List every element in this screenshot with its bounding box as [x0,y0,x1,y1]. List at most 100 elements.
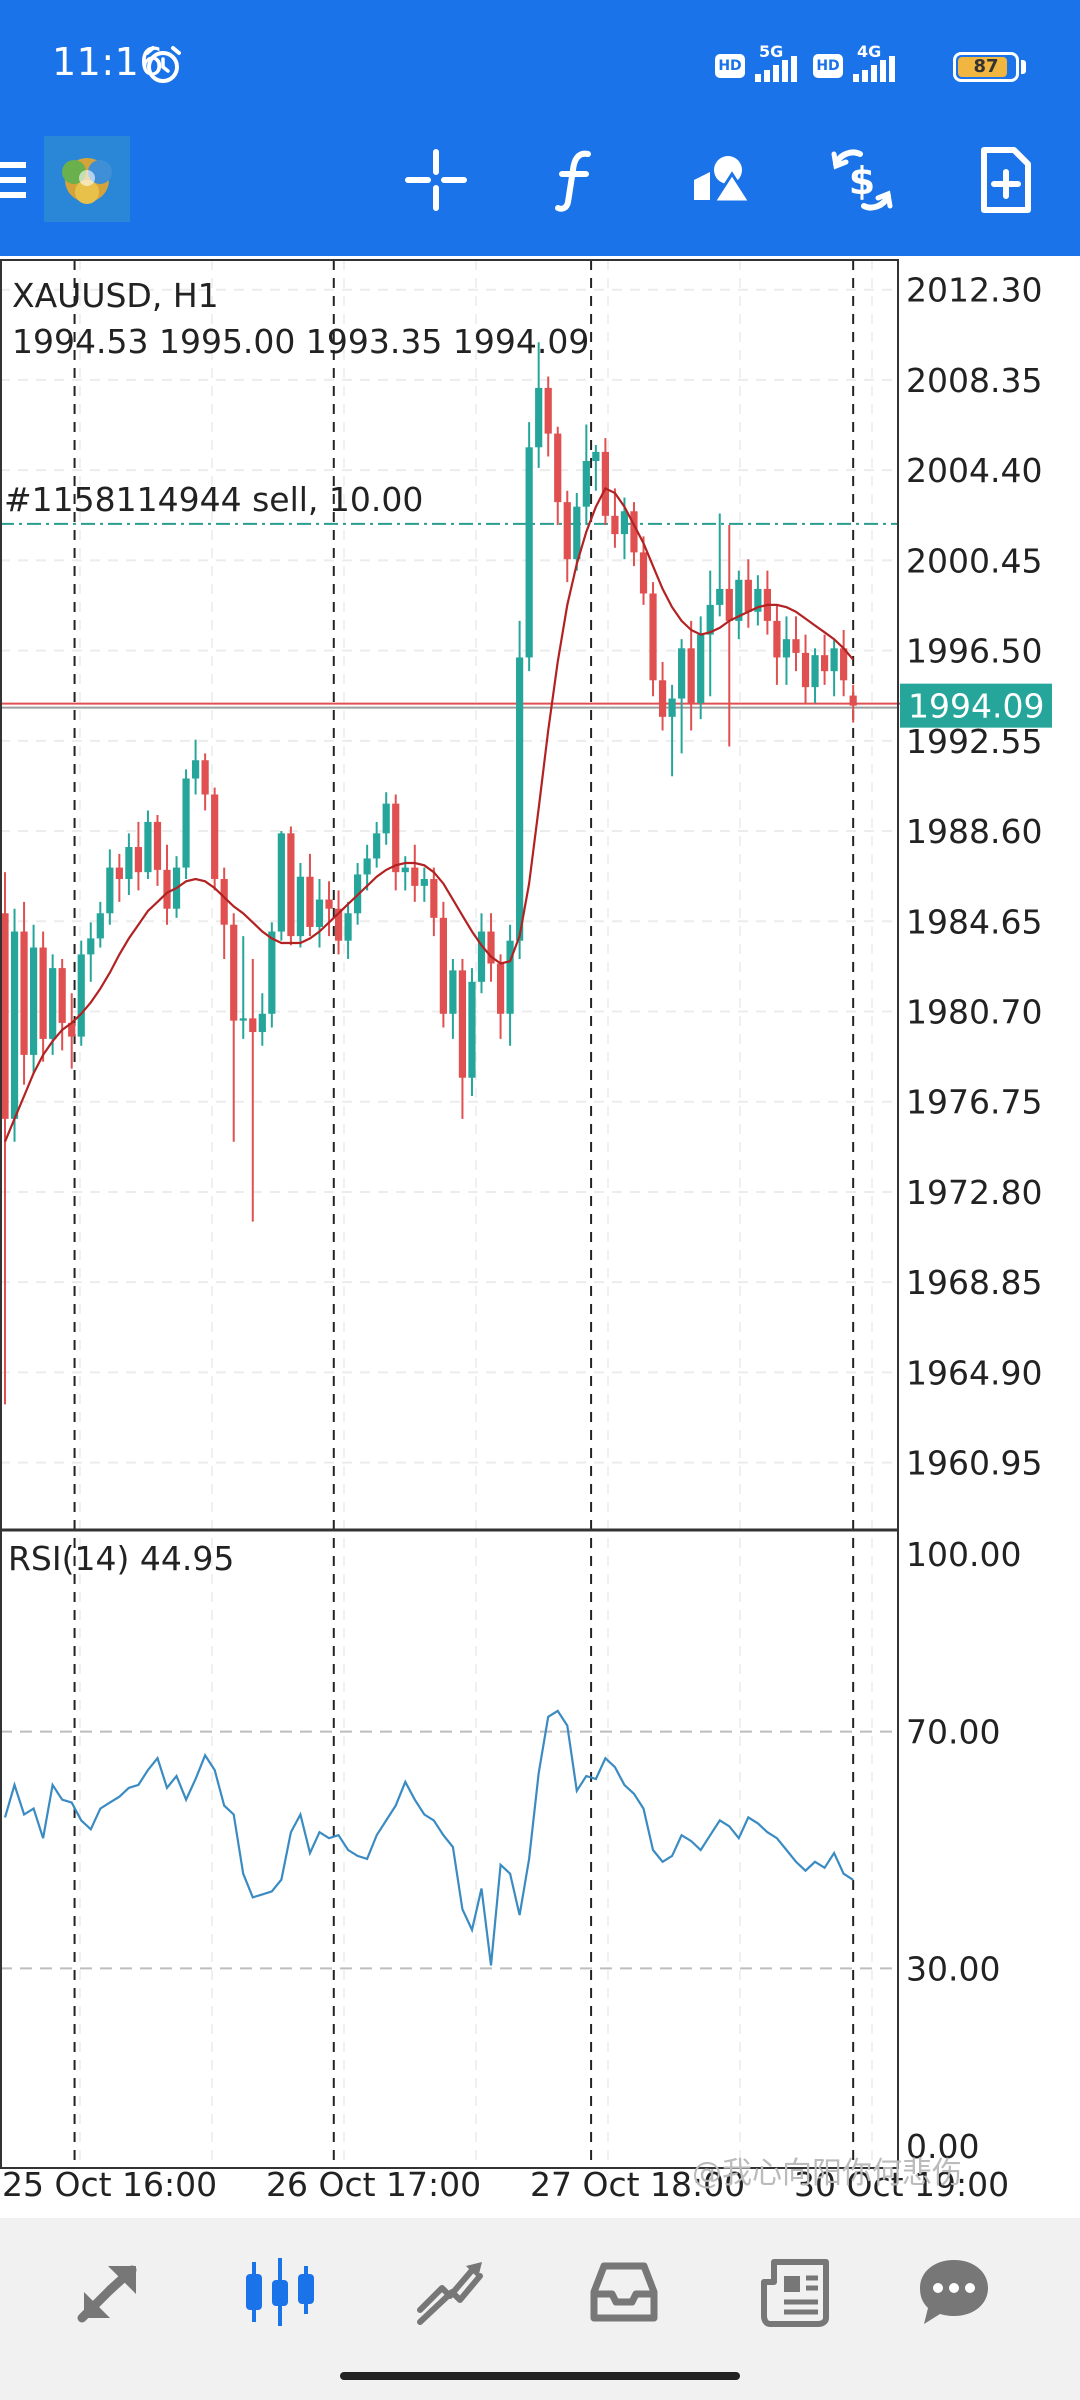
current-price-label: 1994.09 [908,687,1044,726]
rsi-line [3,1709,854,1966]
candle-body [144,821,152,873]
crosshair-icon[interactable] [396,140,476,220]
candle-body [373,833,381,859]
trade-icon[interactable] [412,2252,492,2332]
candle-body [58,968,66,1023]
price-lines [0,522,1010,709]
candle-body [449,970,457,1014]
rsi-line [3,1709,854,1966]
plot-border [0,259,899,2169]
candle-body [639,552,648,594]
price-tick-label: 2008.35 [906,361,1042,400]
chat-icon[interactable] [914,2252,994,2332]
candle-body [678,648,686,699]
candle-body [620,511,629,535]
candle-body [344,913,352,941]
price-tick-label: 1996.50 [906,632,1042,671]
candle-body [554,433,562,503]
candle-body [87,938,95,955]
candle-body [735,579,743,621]
candle-body [96,913,104,939]
candle-body [153,821,162,870]
candle-body [249,1018,257,1033]
new-order-icon[interactable] [966,140,1046,220]
candle-body [115,867,123,880]
chart-icon[interactable] [240,2252,320,2332]
candle-body [192,760,200,779]
network-4g-label: 4G [857,42,882,61]
hd-badge-2: HD [813,54,843,78]
candle-body [744,579,752,612]
candle-body [592,451,600,462]
chart-area[interactable]: 2012.30 2008.35 2004.40 2000.45 1996.50 1992.… [0,256,1080,2218]
app-logo-icon[interactable] [44,136,130,222]
candle-body [782,639,791,658]
price-tick-label: 1964.90 [906,1353,1042,1392]
candle-body [611,515,619,535]
candle-body [811,655,819,688]
candle-body [1,913,9,1119]
candle-body [420,879,428,886]
candle-body [487,931,495,964]
candle-body [211,794,219,880]
home-indicator[interactable] [340,2372,740,2380]
indicators-icon[interactable] [538,140,618,220]
candle-body [134,847,143,873]
price-tick-label: 1988.60 [906,812,1042,851]
battery-fill [958,57,1007,77]
hd-badge: HD [715,54,745,78]
price-tick-label: 2012.30 [906,271,1042,310]
candle-body [573,506,581,560]
candle-body [525,447,533,658]
candle-body [268,931,276,1014]
price-tick-label: 1968.85 [906,1263,1042,1302]
candle-body [220,879,228,925]
candle-body [306,876,314,927]
candle-body [106,867,114,914]
candle-body [544,387,552,434]
network-5g-label: 5G [759,42,784,61]
candle-body [29,947,38,1055]
candle-body [182,778,190,868]
rsi-label: RSI(14) 44.95 [8,1539,235,1578]
candle-body [840,648,848,681]
candle-body [820,655,829,672]
symbol-dollar-icon[interactable]: $ [822,140,902,220]
candle-body [10,931,19,1119]
candle-body [258,1013,266,1033]
history-icon[interactable] [584,2252,664,2332]
candle-body [849,695,857,706]
candle-body [725,588,733,621]
candle-body [754,588,762,612]
objects-icon[interactable] [680,140,760,220]
menu-icon[interactable] [0,140,30,220]
candle-body [125,847,133,880]
candle-body [535,387,543,448]
candle-body [439,917,447,1014]
bottom-nav [0,2218,1080,2400]
candle-body [20,931,28,1055]
chart-svg[interactable]: 2012.30 2008.35 2004.40 2000.45 1996.50 1992.… [0,256,1080,2218]
rsi-tick-label: 0.00 [906,2127,979,2166]
candle-body [601,451,609,516]
ohlc-values: 1994.53 1995.00 1993.35 1994.09 [12,322,590,361]
candle-body [77,954,85,1037]
price-tick-label: 1984.65 [906,902,1042,941]
candles [1,342,857,1405]
candle-body [716,588,724,605]
price-tick-label: 1980.70 [906,992,1042,1031]
candle-body [458,970,467,1078]
candle-body [830,648,838,672]
time-axis-label: 27 Oct 18:00 [530,2165,745,2204]
candle-body [230,924,238,1021]
top-bar: 11:16 HD 5G HD 4G 87 [0,0,1080,256]
candle-body [392,803,400,873]
candle-body [334,908,343,941]
order-line-label[interactable]: #1158114944 sell, 10.00 [4,480,424,519]
quotes-icon[interactable] [70,2252,150,2332]
candle-body [39,947,47,1039]
news-icon[interactable] [756,2252,836,2332]
price-tick-label: 1972.80 [906,1173,1042,1212]
candle-body [401,867,409,873]
axis-labels: 2012.30 2008.35 2004.40 2000.45 1996.50 1992.… [2,271,1052,2204]
